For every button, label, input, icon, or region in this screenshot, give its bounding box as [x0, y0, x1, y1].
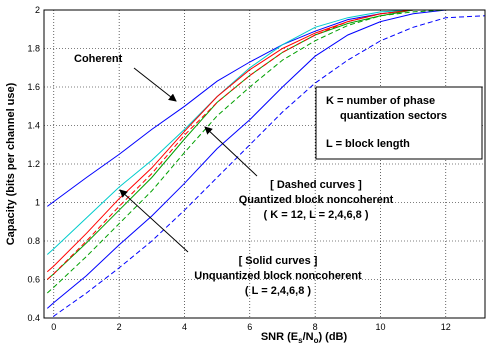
x-tick-label: 12	[441, 322, 451, 332]
dashed-arrow	[204, 126, 258, 177]
dashed-desc: Quantized block noncoherent	[239, 194, 394, 206]
box-line-1: K = number of phase	[326, 95, 435, 107]
grid	[44, 9, 485, 319]
dashed-title: [ Dashed curves ]	[270, 179, 362, 191]
plot-frame	[43, 9, 486, 319]
y-tick-label: 1	[35, 198, 40, 208]
coherent-label: Coherent	[74, 53, 123, 65]
x-tick-label: 8	[313, 322, 318, 332]
solid-arrow	[119, 189, 189, 253]
plot-area	[44, 10, 485, 318]
dashed-params: ( K = 12, L = 2,4,6,8 )	[264, 209, 369, 221]
coherent-arrow	[133, 67, 177, 102]
x-axis-label: SNR (Es/No) (dB)	[261, 331, 348, 345]
y-tick-label: 1.2	[27, 159, 40, 169]
solid-title: [ Solid curves ]	[239, 255, 318, 267]
solid-series-line-2	[46, 10, 485, 273]
y-tick-label: 1.8	[27, 44, 40, 54]
solid-series-line-3	[46, 10, 485, 280]
box-line-3: L = block length	[326, 138, 410, 150]
y-axis-label: Capacity (bits per channel use)	[5, 82, 17, 245]
x-tick-label: 0	[51, 322, 56, 332]
box-line-2: quantization sectors	[340, 110, 447, 122]
y-tick-label: 2	[35, 5, 40, 15]
solid-desc: Unquantized block noncoherent	[194, 270, 362, 282]
x-tick-label: 4	[182, 322, 187, 332]
y-tick-label: 0.4	[27, 313, 40, 323]
dashed-series-line-6	[46, 10, 485, 294]
dashed-series-line-7	[50, 15, 485, 318]
series-group	[46, 10, 485, 318]
tick-labels: 0 2 4 6 8 10 12 0.4 0.6 0.8 1 1.2 1.4 1.6 1.8 2	[27, 5, 450, 332]
x-tick-label: 10	[375, 322, 385, 332]
y-tick-label: 1.4	[27, 121, 40, 131]
solid-series-line-1	[46, 10, 485, 255]
parameter-box	[315, 86, 483, 160]
solid-series-line-4	[46, 10, 485, 309]
solid-params: ( L = 2,4,6,8 )	[245, 285, 311, 297]
x-tick-label: 6	[247, 322, 252, 332]
y-tick-label: 0.8	[27, 236, 40, 246]
x-tick-label: 2	[117, 322, 122, 332]
y-tick-label: 1.6	[27, 82, 40, 92]
y-tick-label: 0.6	[27, 275, 40, 285]
